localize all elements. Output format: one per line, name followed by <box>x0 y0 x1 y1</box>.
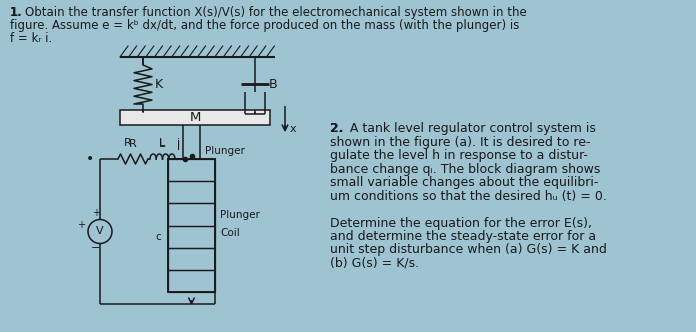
Text: +: + <box>92 208 100 218</box>
Text: bance change qᵢ. The block diagram shows: bance change qᵢ. The block diagram shows <box>330 162 601 176</box>
Text: K: K <box>155 78 163 91</box>
Text: R: R <box>124 138 132 148</box>
Text: i: i <box>177 138 180 148</box>
Text: Plunger: Plunger <box>220 210 260 220</box>
Text: V: V <box>96 226 104 236</box>
Text: •: • <box>86 152 94 166</box>
Text: shown in the figure (a). It is desired to re-: shown in the figure (a). It is desired t… <box>330 135 590 148</box>
Bar <box>168 203 215 225</box>
Text: um conditions so that the desired hᵤ (t) = 0.: um conditions so that the desired hᵤ (t)… <box>330 190 607 203</box>
Text: figure. Assume e = kᵇ dx/dt, and the force produced on the mass (with the plunge: figure. Assume e = kᵇ dx/dt, and the for… <box>10 19 519 32</box>
Bar <box>168 159 215 181</box>
Bar <box>168 270 215 292</box>
Text: gulate the level h in response to a distur-: gulate the level h in response to a dist… <box>330 149 588 162</box>
Text: R: R <box>129 139 137 149</box>
Text: +: + <box>77 220 85 230</box>
Text: 1.: 1. <box>10 6 23 19</box>
Bar <box>168 159 215 292</box>
Text: 2.  A tank level regulator control system is: 2. A tank level regulator control system… <box>330 122 596 135</box>
Text: (b) G(s) = K/s.: (b) G(s) = K/s. <box>330 257 419 270</box>
Text: M: M <box>189 111 200 124</box>
Text: x: x <box>290 124 296 134</box>
Text: B: B <box>269 77 278 91</box>
Text: Coil: Coil <box>220 228 239 238</box>
Text: Plunger: Plunger <box>205 146 245 156</box>
Bar <box>168 181 215 203</box>
Text: c: c <box>155 232 161 242</box>
Text: and determine the steady-state error for a: and determine the steady-state error for… <box>330 230 596 243</box>
Text: i: i <box>177 142 180 152</box>
Text: L: L <box>159 139 166 149</box>
Bar <box>168 225 215 248</box>
Text: Determine the equation for the error E(s),: Determine the equation for the error E(s… <box>330 216 592 229</box>
Text: f = kᵣ i.: f = kᵣ i. <box>10 32 52 45</box>
Text: L: L <box>159 138 165 148</box>
Text: small variable changes about the equilibri-: small variable changes about the equilib… <box>330 176 599 189</box>
Bar <box>120 110 270 125</box>
Text: 1. Obtain the transfer function X(s)/V(s) for the electromechanical system shown: 1. Obtain the transfer function X(s)/V(s… <box>10 6 527 19</box>
Text: unit step disturbance when (a) G(s) = K and: unit step disturbance when (a) G(s) = K … <box>330 243 607 257</box>
Bar <box>168 248 215 270</box>
Text: 2.: 2. <box>330 122 344 135</box>
Text: −: − <box>91 242 101 253</box>
